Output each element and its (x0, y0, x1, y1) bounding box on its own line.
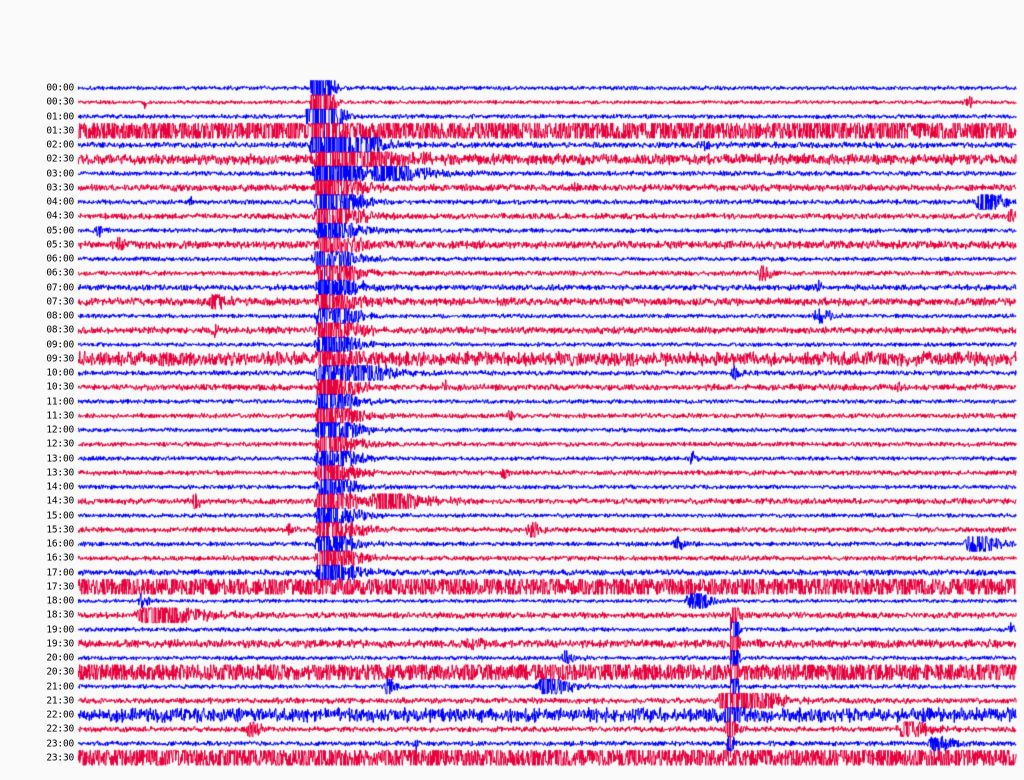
time-label-1600: 16:00 (46, 538, 74, 550)
time-label-0500: 05:00 (46, 224, 74, 236)
time-label-0600: 06:00 (46, 253, 74, 265)
time-label-1300: 13:00 (46, 452, 74, 464)
time-label-0130: 01:30 (46, 125, 74, 136)
time-label-1630: 16:30 (46, 552, 74, 564)
time-label-1100: 11:00 (46, 395, 74, 407)
time-label-0030: 00:30 (46, 96, 74, 108)
time-label-0830: 08:30 (46, 324, 74, 336)
time-label-2130: 21:30 (46, 695, 74, 706)
time-label-2200: 22:00 (46, 709, 74, 721)
time-label-1900: 19:00 (46, 623, 74, 635)
time-label-2100: 21:00 (46, 680, 74, 692)
time-label-0900: 09:00 (46, 338, 74, 350)
time-label-0930: 09:30 (46, 353, 74, 364)
time-label-1130: 11:30 (46, 410, 74, 421)
time-label-1200: 12:00 (46, 424, 74, 436)
time-label-0330: 03:30 (46, 182, 74, 193)
time-label-0700: 07:00 (46, 281, 74, 293)
time-label-1830: 18:30 (46, 609, 74, 621)
time-label-1400: 14:00 (46, 481, 74, 493)
time-label-1500: 15:00 (46, 509, 74, 521)
time-label-1000: 10:00 (46, 367, 74, 379)
time-label-1230: 12:30 (46, 438, 74, 450)
time-label-1430: 14:30 (46, 495, 74, 507)
time-label-2330: 23:30 (46, 752, 74, 763)
time-label-0100: 01:00 (46, 110, 74, 122)
time-label-0530: 05:30 (46, 239, 74, 250)
time-label-0300: 03:00 (46, 167, 74, 179)
time-label-2300: 23:00 (46, 737, 74, 749)
time-label-1800: 18:00 (46, 595, 74, 607)
time-label-0800: 08:00 (46, 310, 74, 322)
time-label-1530: 15:30 (46, 524, 74, 535)
time-axis: 00:00 00:30 01:00 01:30 02:00 02:30 03:00 03:30… (0, 0, 78, 780)
time-label-2030: 20:30 (46, 666, 74, 678)
time-label-0430: 04:30 (46, 210, 74, 222)
time-label-1930: 19:30 (46, 638, 74, 649)
time-label-0630: 06:30 (46, 267, 74, 279)
time-label-1700: 17:00 (46, 566, 74, 578)
time-label-1730: 17:30 (46, 581, 74, 592)
time-label-2230: 22:30 (46, 723, 74, 735)
time-label-0200: 02:00 (46, 139, 74, 151)
time-label-1330: 13:30 (46, 467, 74, 478)
time-label-2000: 20:00 (46, 652, 74, 664)
time-label-0400: 04:00 (46, 196, 74, 208)
time-label-1030: 10:30 (46, 381, 74, 393)
time-label-0730: 07:30 (46, 296, 74, 307)
time-label-0000: 00:00 (46, 82, 74, 94)
time-label-0230: 02:30 (46, 153, 74, 165)
